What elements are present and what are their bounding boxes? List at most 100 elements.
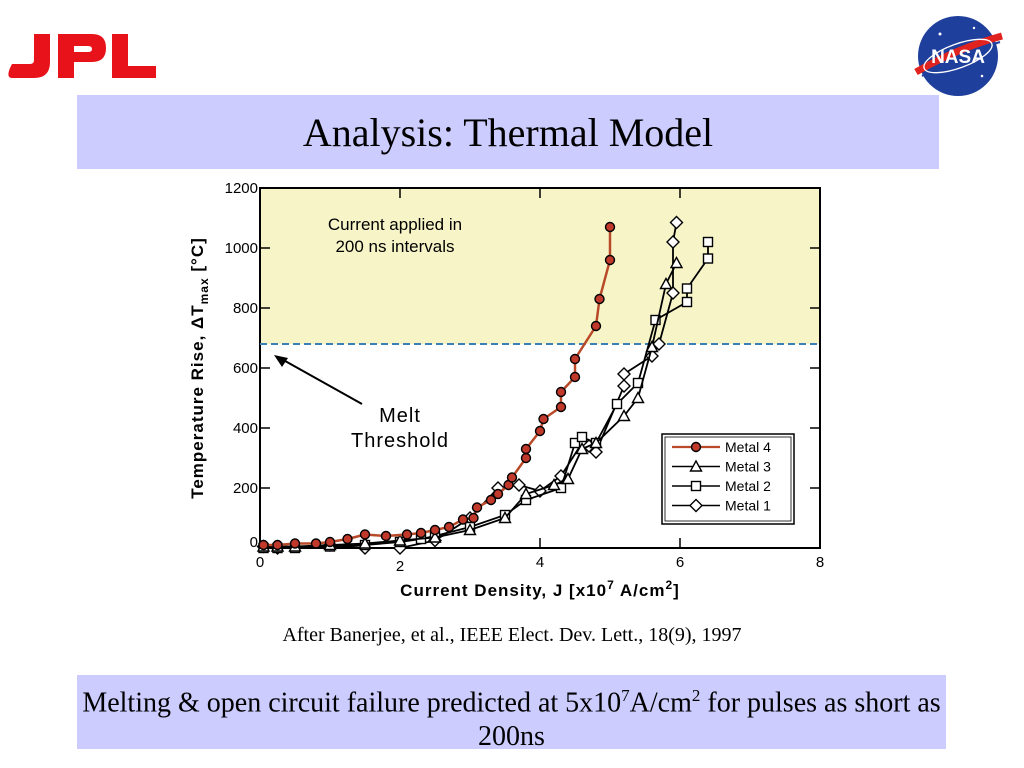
data-point-metal-4 xyxy=(468,512,479,524)
y-tick-label: 800 xyxy=(233,300,258,317)
citation: After Banerjee, et al., IEEE Elect. Dev.… xyxy=(282,624,742,646)
data-point-metal-2 xyxy=(650,314,661,326)
data-point-metal-4 xyxy=(471,502,483,513)
data-point-metal-3 xyxy=(669,256,684,269)
data-point-metal-1 xyxy=(652,337,666,351)
y-tick-label: 1000 xyxy=(225,240,258,257)
data-point-metal-2 xyxy=(569,437,581,449)
data-point-metal-4 xyxy=(492,488,504,500)
data-point-metal-3 xyxy=(659,277,673,290)
data-point-metal-4 xyxy=(457,514,469,525)
data-point-metal-1 xyxy=(666,286,680,300)
title-banner: Analysis: Thermal Model xyxy=(77,95,939,169)
melt-region xyxy=(260,188,820,344)
arrow-label-line2: Threshold xyxy=(351,430,449,452)
melt-arrow-head xyxy=(274,355,288,367)
data-point-metal-4 xyxy=(289,538,301,549)
data-point-metal-3 xyxy=(561,472,575,485)
legend-label-metal-2: Metal 2 xyxy=(725,478,771,494)
x-axis-label: Current Density, J [x107 A/cm2] xyxy=(400,578,680,600)
data-point-metal-4 xyxy=(258,539,269,551)
arrow-label-line1: Melt xyxy=(379,405,421,427)
data-point-metal-3 xyxy=(631,391,645,404)
conclusion-text-1: Melting & open circuit failure predicted… xyxy=(82,687,622,719)
x-tick-label: 0 xyxy=(256,554,264,571)
data-point-metal-2 xyxy=(611,398,623,410)
legend-marker-metal-3 xyxy=(689,459,703,472)
data-point-metal-1 xyxy=(669,215,684,230)
data-point-metal-3 xyxy=(575,442,589,455)
series-metal-4 xyxy=(258,221,616,551)
x-axis-label-sup: 7 xyxy=(607,578,615,592)
data-point-metal-4 xyxy=(569,371,581,383)
series-line-metal-2 xyxy=(263,242,709,549)
thermal-model-chart: 0 200 400 600 800 1000 1200 0 2 4 6 8 Current appli… xyxy=(170,172,870,617)
data-point-metal-3 xyxy=(645,340,659,353)
x-tick-label: 4 xyxy=(536,554,544,571)
y-axis-label-post: [°C] xyxy=(188,237,207,277)
x-tick-label: 2 xyxy=(396,558,404,575)
data-point-metal-4 xyxy=(485,494,497,506)
data-point-metal-2 xyxy=(681,296,693,308)
data-point-metal-4 xyxy=(443,521,455,533)
conclusion-banner: Melting & open circuit failure predicted… xyxy=(77,675,946,753)
data-point-metal-3 xyxy=(428,530,442,543)
y-axis-label: Temperature Rise, ΔTmax [°C] xyxy=(188,237,211,499)
melt-arrow xyxy=(277,356,363,405)
y-tick-label: 1200 xyxy=(225,180,258,197)
data-point-metal-3 xyxy=(393,533,407,546)
data-point-metal-4 xyxy=(415,527,427,539)
conclusion-text-2: A/cm xyxy=(629,687,692,719)
y-axis-label-pre: Temperature Rise, ΔT xyxy=(188,304,207,498)
legend: Metal 4 Metal 3 Metal 2 Metal 1 xyxy=(661,433,795,525)
legend-marker-metal-2 xyxy=(690,480,702,492)
data-point-metal-4 xyxy=(324,536,336,548)
data-point-metal-4 xyxy=(359,529,371,540)
legend-marker-metal-4 xyxy=(690,441,702,453)
x-tick-label: 8 xyxy=(816,554,824,571)
data-point-metal-3 xyxy=(617,409,631,422)
data-point-metal-2 xyxy=(681,283,693,294)
data-point-metal-4 xyxy=(594,293,605,305)
legend-label-metal-3: Metal 3 xyxy=(725,459,771,475)
y-axis-label-sub: max xyxy=(197,277,211,304)
y-tick-label: 200 xyxy=(233,480,258,497)
data-point-metal-1 xyxy=(666,235,680,249)
region-note-line1: Current applied in xyxy=(328,215,462,234)
data-point-metal-3 xyxy=(358,536,372,549)
data-point-metal-4 xyxy=(401,529,413,540)
y-tick-label: 0 xyxy=(250,534,258,551)
legend-label-metal-4: Metal 4 xyxy=(725,439,771,455)
data-point-metal-3 xyxy=(498,511,512,524)
data-point-metal-1 xyxy=(512,478,526,492)
data-point-metal-1 xyxy=(589,445,603,459)
data-point-metal-3 xyxy=(463,523,477,536)
x-tick-label: 6 xyxy=(676,554,684,571)
region-note-line2: 200 ns intervals xyxy=(335,237,454,256)
y-tick-label: 600 xyxy=(233,360,258,377)
data-point-metal-4 xyxy=(520,443,532,455)
conclusion-text-3: for pulses as short as 200ns xyxy=(478,687,941,753)
data-point-metal-3 xyxy=(547,478,561,491)
data-point-metal-4 xyxy=(555,386,567,398)
conclusion-sup-1: 7 xyxy=(621,686,630,705)
data-point-metal-4 xyxy=(506,472,518,483)
data-point-metal-2 xyxy=(576,431,588,443)
data-point-metal-4 xyxy=(534,425,546,437)
y-tick-label: 400 xyxy=(233,420,258,437)
data-point-metal-4 xyxy=(590,320,602,332)
data-point-metal-3 xyxy=(589,436,603,449)
jpl-logo xyxy=(8,32,158,85)
x-axis-label-end: ] xyxy=(673,581,680,600)
data-point-metal-3 xyxy=(519,487,533,500)
data-point-metal-4 xyxy=(604,254,616,266)
legend-label-metal-1: Metal 1 xyxy=(725,498,771,514)
data-point-metal-2 xyxy=(702,253,714,264)
data-point-metal-4 xyxy=(429,524,441,536)
data-point-metal-4 xyxy=(380,530,392,542)
data-point-metal-4 xyxy=(555,401,567,413)
data-point-metal-4 xyxy=(310,538,322,549)
nasa-logo: NASA xyxy=(912,10,1006,105)
data-point-metal-4 xyxy=(272,539,283,551)
x-axis-label-pre: Current Density, J [x10 xyxy=(400,581,607,600)
